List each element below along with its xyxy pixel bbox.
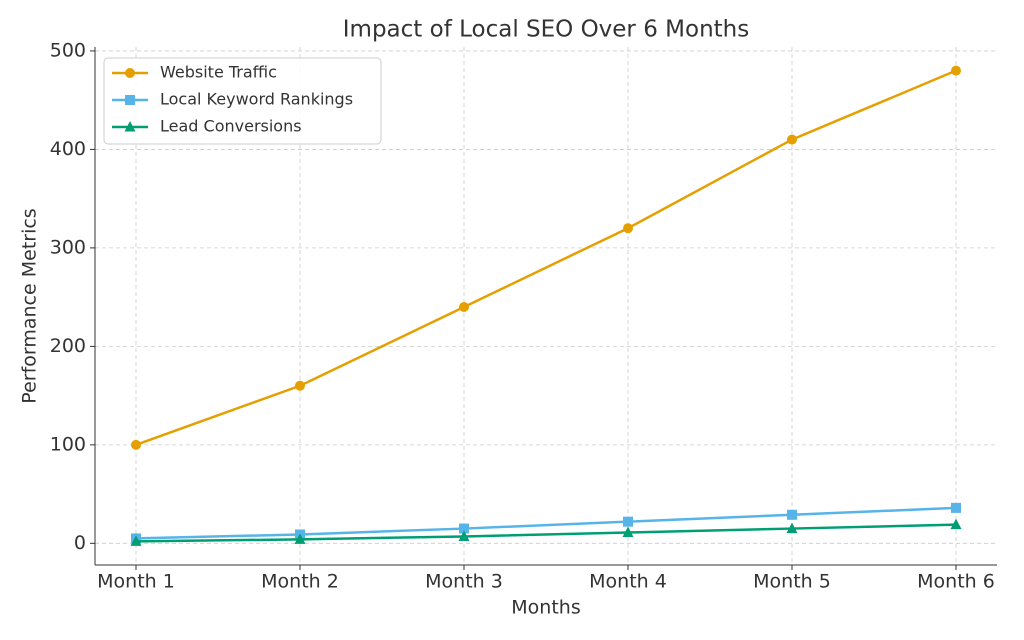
- x-axis-label: Months: [511, 597, 580, 619]
- y-tick-label: 200: [50, 335, 86, 357]
- y-tick-label: 0: [74, 532, 86, 554]
- marker: [622, 526, 634, 538]
- legend-label: Local Keyword Rankings: [160, 90, 353, 109]
- marker: [459, 301, 469, 312]
- x-tick-label: Month 2: [261, 571, 339, 593]
- marker: [786, 522, 798, 534]
- x-tick-label: Month 4: [589, 571, 667, 593]
- y-tick-label: 400: [50, 138, 86, 160]
- marker: [951, 65, 961, 76]
- marker: [459, 523, 469, 534]
- y-tick-label: 300: [50, 236, 86, 258]
- x-tick-label: Month 6: [917, 571, 995, 593]
- series-line: [135, 506, 957, 540]
- marker: [130, 535, 142, 546]
- y-axis-label: Performance Metrics: [19, 208, 41, 403]
- marker: [951, 502, 961, 513]
- marker: [295, 380, 305, 391]
- marker: [623, 223, 633, 234]
- x-tick-label: Month 5: [753, 571, 831, 593]
- marker: [787, 134, 797, 145]
- y-tick-label: 100: [50, 433, 86, 455]
- series-line: [135, 523, 957, 543]
- legend-marker: [124, 121, 136, 132]
- marker: [458, 530, 470, 541]
- legend-label: Lead Conversions: [160, 117, 302, 136]
- y-tick-label: 500: [50, 39, 86, 61]
- marker: [623, 516, 633, 527]
- marker: [131, 439, 141, 450]
- legend-marker: [125, 95, 135, 105]
- marker: [950, 518, 962, 530]
- legend-box: [103, 57, 382, 145]
- series-line: [135, 69, 957, 447]
- chart-title: Impact of Local SEO Over 6 Months: [343, 17, 749, 43]
- x-tick-label: Month 3: [425, 571, 503, 593]
- marker: [294, 533, 306, 544]
- marker: [787, 509, 797, 520]
- legend-marker: [125, 68, 135, 78]
- legend-label: Website Traffic: [160, 63, 277, 82]
- x-tick-label: Month 1: [97, 571, 175, 593]
